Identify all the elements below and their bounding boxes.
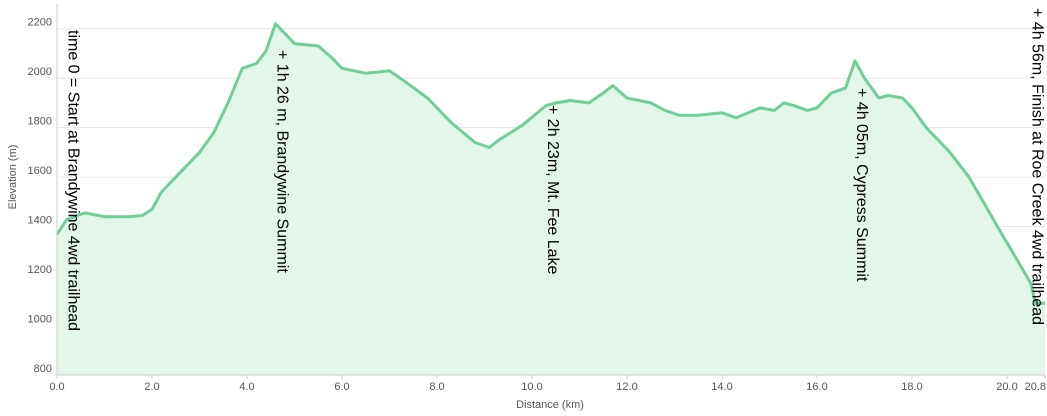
x-tick-label: 8.0 bbox=[429, 381, 444, 393]
x-tick-label: 2.0 bbox=[144, 381, 159, 393]
y-tick-label: 1000 bbox=[28, 313, 52, 325]
y-tick-label: 2000 bbox=[28, 66, 52, 78]
y-tick-label: 1600 bbox=[28, 165, 52, 177]
x-tick-label: 6.0 bbox=[334, 381, 349, 393]
y-tick-label: 2200 bbox=[28, 17, 52, 29]
y-tick-label: 1800 bbox=[28, 116, 52, 128]
x-tick-label: 4.0 bbox=[239, 381, 254, 393]
annotation: + 4h 56m, Finish at Roe Creek 4wd trailh… bbox=[1029, 8, 1046, 325]
x-tick-label: 14.0 bbox=[711, 381, 732, 393]
x-tick-label: 16.0 bbox=[806, 381, 827, 393]
y-tick-label: 1400 bbox=[28, 215, 52, 227]
annotation: + 2h 23m, Mt. Fee Lake bbox=[544, 105, 561, 275]
y-axis-title: Elevation (m) bbox=[7, 145, 19, 210]
elevation-line bbox=[55, 22, 1045, 305]
annotation: time 0 = Start at Brandywine 4wd trailhe… bbox=[64, 30, 81, 331]
x-tick-label: 20.8 bbox=[1025, 381, 1046, 393]
x-tick-label: 20.0 bbox=[996, 381, 1017, 393]
annotation: + 4h 05m, Cypress Summit bbox=[853, 88, 870, 282]
x-tick-label: 18.0 bbox=[901, 381, 922, 393]
y-tick-label: 800 bbox=[34, 363, 52, 375]
x-axis-title: Distance (km) bbox=[516, 399, 584, 411]
x-tick-label: 10.0 bbox=[521, 381, 542, 393]
x-tick-label: 0.0 bbox=[49, 381, 64, 393]
x-tick-label: 12.0 bbox=[616, 381, 637, 393]
annotation: + 1h 26 m, Brandywine Summit bbox=[273, 50, 290, 273]
area-fill bbox=[57, 23, 1045, 376]
y-tick-label: 1200 bbox=[28, 264, 52, 276]
